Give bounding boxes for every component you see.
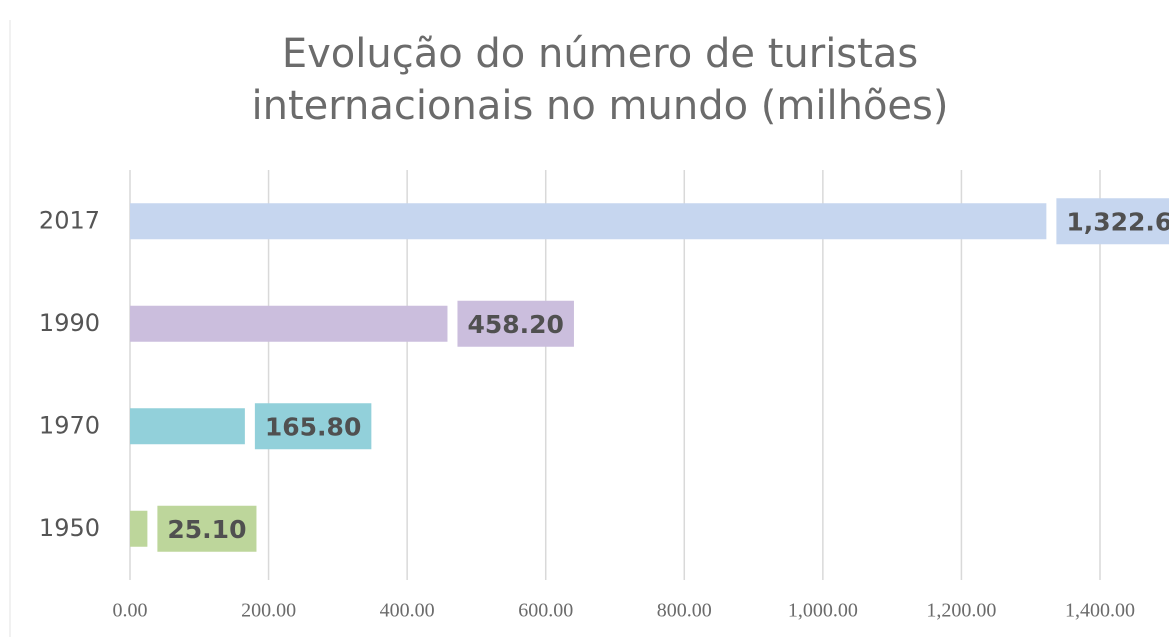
data-label: 458.20 [467, 310, 563, 339]
data-label: 165.80 [265, 412, 361, 441]
x-tick-label: 1,200.00 [926, 600, 996, 622]
data-label: 1,322.60 [1066, 207, 1169, 236]
x-tick-label: 600.00 [518, 600, 573, 622]
bar [130, 305, 448, 342]
y-tick-label: 1970 [39, 411, 100, 439]
y-tick-label: 2017 [39, 206, 100, 234]
data-label: 25.10 [167, 515, 246, 544]
x-tick-label: 1,400.00 [1065, 600, 1135, 622]
data-label-box [1056, 198, 1169, 245]
x-tick-label: 400.00 [380, 600, 435, 622]
x-tick-label: 800.00 [657, 600, 712, 622]
data-label-box [254, 403, 372, 450]
data-label-box [157, 505, 257, 552]
bar [130, 408, 245, 445]
bar [130, 510, 148, 547]
y-tick-label: 1950 [39, 514, 100, 542]
data-label-box [457, 300, 574, 347]
x-tick-label: 0.00 [113, 600, 148, 622]
x-tick-label: 1,000.00 [788, 600, 858, 622]
chart-title: Evolução do número de turistas internaci… [251, 31, 949, 129]
x-tick-label: 200.00 [241, 600, 296, 622]
y-tick-label: 1990 [39, 309, 100, 337]
bar [130, 203, 1047, 240]
